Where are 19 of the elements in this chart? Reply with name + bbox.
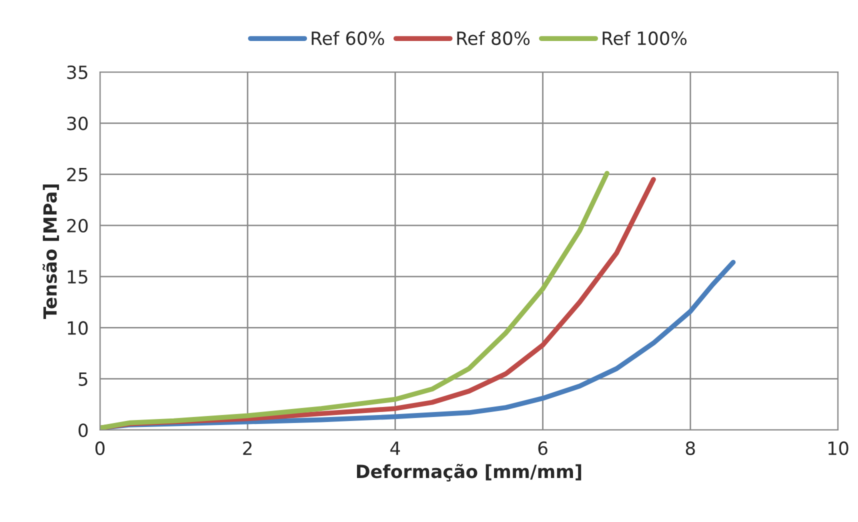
y-tick-label: 15 [68,270,88,284]
x-tick-label: 10 [828,441,848,456]
y-tick-label: 35 [67,65,88,80]
y-tick-label: 0 [78,423,88,438]
x-axis-title: Deformação [mm/mm] [356,464,582,482]
x-tick-label: 2 [243,441,252,455]
legend-label: Ref 60% [312,31,384,46]
x-tick-label: 6 [538,441,548,456]
x-tick-label: 8 [686,441,695,456]
legend-label: Ref 80% [457,31,530,46]
x-tick-label: 4 [390,442,400,455]
y-axis-title: Tensão [MPa] [42,184,59,319]
y-tick-label: 5 [78,372,88,386]
y-tick-label: 30 [67,116,88,130]
legend-label: Ref 100% [602,31,687,46]
y-tick-label: 25 [67,168,88,182]
x-tick-label: 0 [95,441,105,456]
y-tick-label: 20 [67,218,88,233]
y-tick-label: 10 [68,321,88,335]
